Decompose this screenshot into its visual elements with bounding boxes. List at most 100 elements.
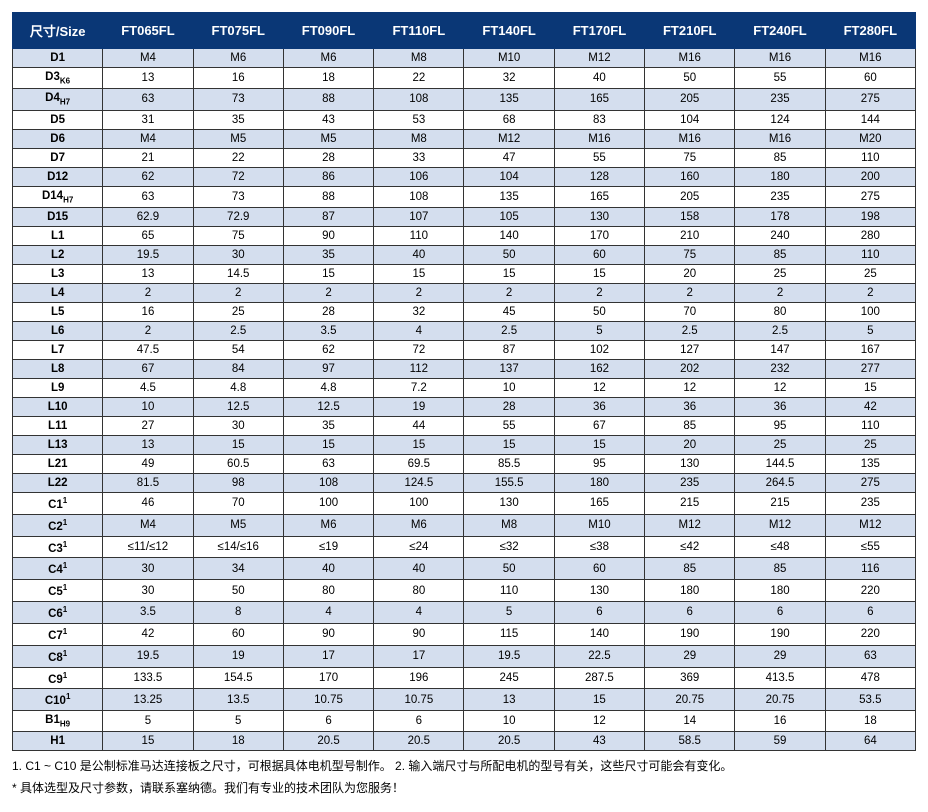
cell: 40 <box>374 245 464 264</box>
cell: 25 <box>735 435 825 454</box>
row-label: B1H9 <box>13 711 103 732</box>
cell: M16 <box>735 129 825 148</box>
cell: 130 <box>645 454 735 473</box>
cell: 15 <box>103 732 193 751</box>
cell: 98 <box>193 473 283 492</box>
cell: 108 <box>374 186 464 207</box>
cell: 100 <box>374 492 464 514</box>
cell: M12 <box>464 129 554 148</box>
cell: 28 <box>464 397 554 416</box>
table-row: D1562.972.987107105130158178198 <box>13 207 916 226</box>
cell: 13.25 <box>103 689 193 711</box>
table-row: L214960.56369.585.595130144.5135 <box>13 454 916 473</box>
cell: 106 <box>374 167 464 186</box>
cell: 275 <box>825 89 915 110</box>
cell: 110 <box>825 148 915 167</box>
cell: 32 <box>464 68 554 89</box>
cell: 63 <box>103 89 193 110</box>
cell: 102 <box>554 340 644 359</box>
table-row: L13131515151515202525 <box>13 435 916 454</box>
cell: 6 <box>645 602 735 624</box>
cell: 170 <box>554 226 644 245</box>
table-row: L112730354455678595110 <box>13 416 916 435</box>
cell: 12 <box>554 711 644 732</box>
row-label: D3K6 <box>13 68 103 89</box>
cell: 12 <box>735 378 825 397</box>
table-row: D1M4M6M6M8M10M12M16M16M16 <box>13 49 916 68</box>
cell: 25 <box>825 264 915 283</box>
row-label: C91 <box>13 667 103 689</box>
col-header-model: FT075FL <box>193 13 283 49</box>
table-row: D4H7637388108135165205235275 <box>13 89 916 110</box>
table-row: C413034404050608585116 <box>13 558 916 580</box>
cell: 130 <box>464 492 554 514</box>
cell: 29 <box>735 645 825 667</box>
cell: 63 <box>825 645 915 667</box>
cell: 75 <box>645 245 735 264</box>
cell: 43 <box>554 732 644 751</box>
cell: 180 <box>735 580 825 602</box>
cell: 275 <box>825 186 915 207</box>
cell: 190 <box>645 623 735 645</box>
cell: 220 <box>825 580 915 602</box>
cell: 280 <box>825 226 915 245</box>
cell: 53.5 <box>825 689 915 711</box>
cell: 124.5 <box>374 473 464 492</box>
table-row: C5130508080110130180180220 <box>13 580 916 602</box>
cell: 44 <box>374 416 464 435</box>
cell: M5 <box>283 129 373 148</box>
cell: 19.5 <box>103 245 193 264</box>
cell: 2 <box>735 283 825 302</box>
col-header-size: 尺寸/Size <box>13 13 103 49</box>
cell: 68 <box>464 110 554 129</box>
table-row: D3K6131618223240505560 <box>13 68 916 89</box>
cell: 64 <box>825 732 915 751</box>
cell: 232 <box>735 359 825 378</box>
cell: 30 <box>103 558 193 580</box>
cell: M16 <box>554 129 644 148</box>
cell: 140 <box>464 226 554 245</box>
spec-table: 尺寸/SizeFT065FLFT075FLFT090FLFT110FLFT140… <box>12 12 916 751</box>
cell: 60 <box>554 558 644 580</box>
row-label: L7 <box>13 340 103 359</box>
cell: 30 <box>103 580 193 602</box>
cell: 20 <box>645 264 735 283</box>
cell: M8 <box>374 49 464 68</box>
cell: 130 <box>554 580 644 602</box>
cell: 50 <box>464 558 554 580</box>
cell: 15 <box>374 264 464 283</box>
cell: 20.5 <box>283 732 373 751</box>
cell: 7.2 <box>374 378 464 397</box>
cell: 87 <box>464 340 554 359</box>
cell: 5 <box>103 711 193 732</box>
cell: 16 <box>103 302 193 321</box>
cell: M12 <box>825 514 915 536</box>
row-label: C51 <box>13 580 103 602</box>
cell: M8 <box>464 514 554 536</box>
cell: 19.5 <box>103 645 193 667</box>
cell: 15 <box>283 435 373 454</box>
cell: 110 <box>825 416 915 435</box>
cell: 4 <box>374 321 464 340</box>
cell: 180 <box>645 580 735 602</box>
cell: 22 <box>193 148 283 167</box>
cell: 144.5 <box>735 454 825 473</box>
cell: 128 <box>554 167 644 186</box>
table-row: L747.554627287102127147167 <box>13 340 916 359</box>
cell: 40 <box>283 558 373 580</box>
cell: 10 <box>103 397 193 416</box>
cell: 167 <box>825 340 915 359</box>
cell: 205 <box>645 89 735 110</box>
cell: 198 <box>825 207 915 226</box>
row-label: C101 <box>13 689 103 711</box>
cell: 30 <box>193 416 283 435</box>
row-label: D14H7 <box>13 186 103 207</box>
cell: 63 <box>103 186 193 207</box>
cell: 55 <box>735 68 825 89</box>
row-label: L9 <box>13 378 103 397</box>
cell: 87 <box>283 207 373 226</box>
row-label: L4 <box>13 283 103 302</box>
cell: 13 <box>103 435 193 454</box>
cell: 45 <box>464 302 554 321</box>
cell: 19.5 <box>464 645 554 667</box>
